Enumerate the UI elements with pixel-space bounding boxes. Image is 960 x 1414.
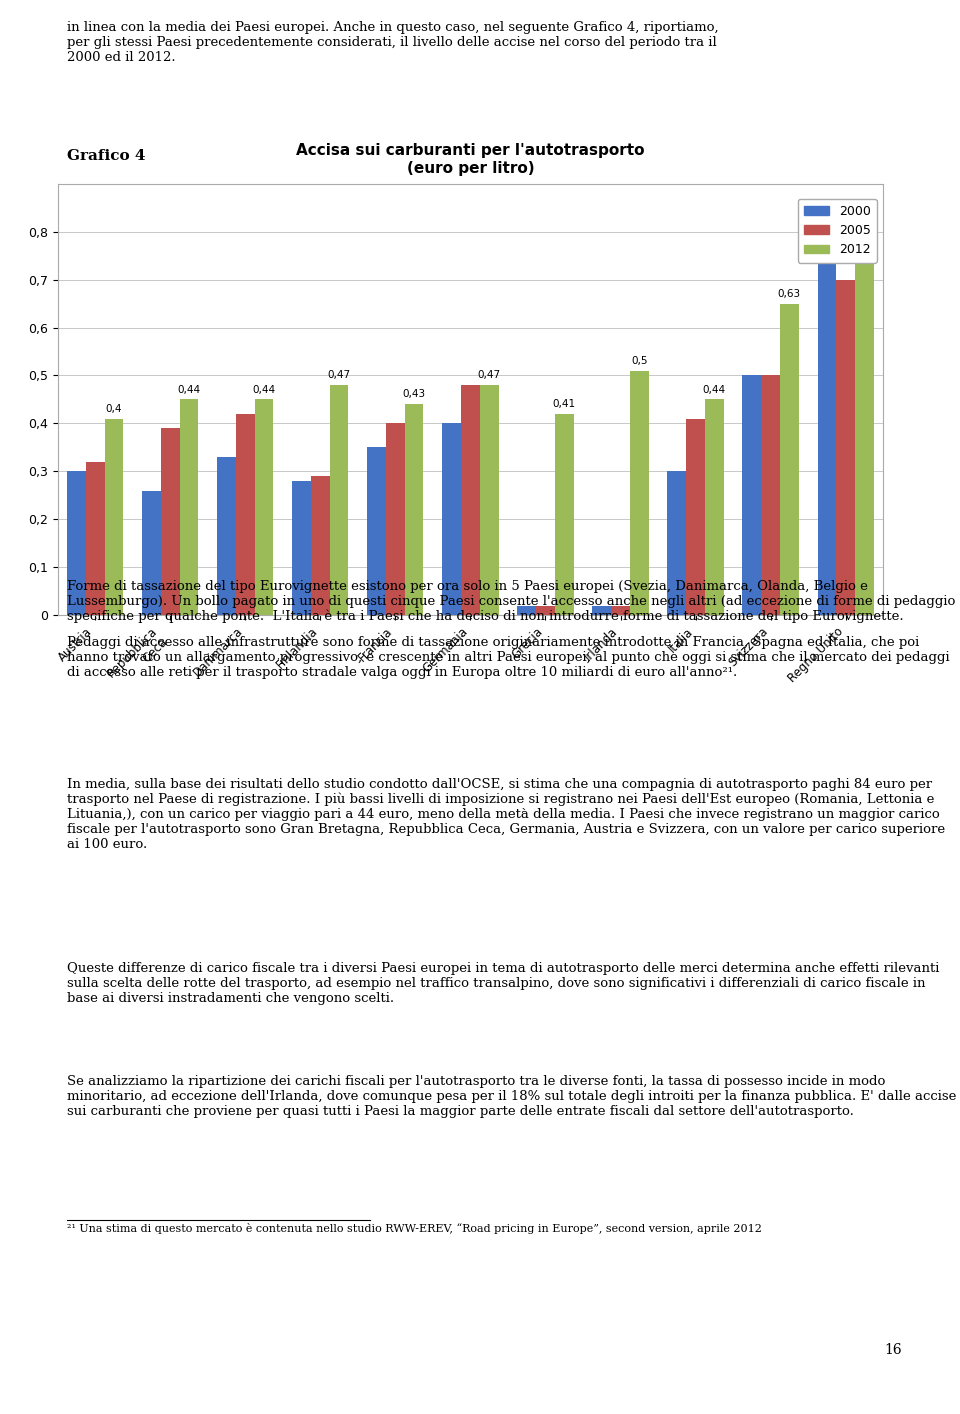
Bar [180,400,199,615]
Text: 0,72: 0,72 [815,212,838,222]
Bar [818,228,836,615]
Bar [67,471,85,615]
Text: Grafico 4: Grafico 4 [67,148,146,163]
Text: in linea con la media dei Paesi europei. Anche in questo caso, nel seguente Graf: in linea con la media dei Paesi europei.… [67,21,719,64]
Bar [705,400,724,615]
Text: 0,44: 0,44 [703,385,726,395]
Bar [292,481,311,615]
Bar [85,462,105,615]
Bar [461,385,480,615]
Text: Forme di tassazione del tipo Eurovignette esistono per ora solo in 5 Paesi europ: Forme di tassazione del tipo Eurovignett… [67,580,955,624]
Bar [480,385,498,615]
Text: Se analizziamo la ripartizione dei carichi fiscali per l'autotrasporto tra le di: Se analizziamo la ripartizione dei caric… [67,1075,956,1117]
Text: 0,41: 0,41 [553,399,576,409]
Bar [612,605,630,615]
Text: 0,47: 0,47 [327,370,350,380]
Bar [686,419,705,615]
Text: 0,4: 0,4 [106,404,122,414]
Bar [161,428,180,615]
Bar [855,260,874,615]
Bar [142,491,160,615]
Bar [667,471,686,615]
Text: 0,5: 0,5 [631,356,648,366]
Bar [761,376,780,615]
Text: Queste differenze di carico fiscale tra i diversi Paesi europei in tema di autot: Queste differenze di carico fiscale tra … [67,962,940,1004]
Bar [517,605,536,615]
Text: 0,44: 0,44 [252,385,276,395]
Bar [780,304,799,615]
Text: ²¹ Una stima di questo mercato è contenuta nello studio RWW-EREV, “Road pricing : ²¹ Una stima di questo mercato è contenu… [67,1223,762,1234]
Text: In media, sulla base dei risultati dello studio condotto dall'OCSE, si stima che: In media, sulla base dei risultati dello… [67,778,946,851]
Bar [254,400,274,615]
Bar [836,280,855,615]
Text: 0,44: 0,44 [178,385,201,395]
Bar [367,447,386,615]
Bar [630,370,649,615]
Bar [105,419,123,615]
Bar [536,605,555,615]
Bar [555,414,573,615]
Title: Accisa sui carburanti per l'autotrasporto
(euro per litro): Accisa sui carburanti per l'autotrasport… [296,143,645,175]
Bar [311,477,329,615]
Bar [443,423,461,615]
Bar [742,376,761,615]
Text: 0,47: 0,47 [478,370,501,380]
Bar [329,385,348,615]
Text: Pedaggi di accesso alle infrastrutture sono forme di tassazione originariamente : Pedaggi di accesso alle infrastrutture s… [67,636,949,679]
Bar [386,423,405,615]
Bar [592,605,612,615]
Text: 16: 16 [884,1343,901,1357]
Text: 0,63: 0,63 [778,288,801,298]
Legend: 2000, 2005, 2012: 2000, 2005, 2012 [798,199,876,263]
Bar [405,404,423,615]
Text: 0,43: 0,43 [402,389,425,400]
Bar [236,414,254,615]
Bar [217,457,236,615]
